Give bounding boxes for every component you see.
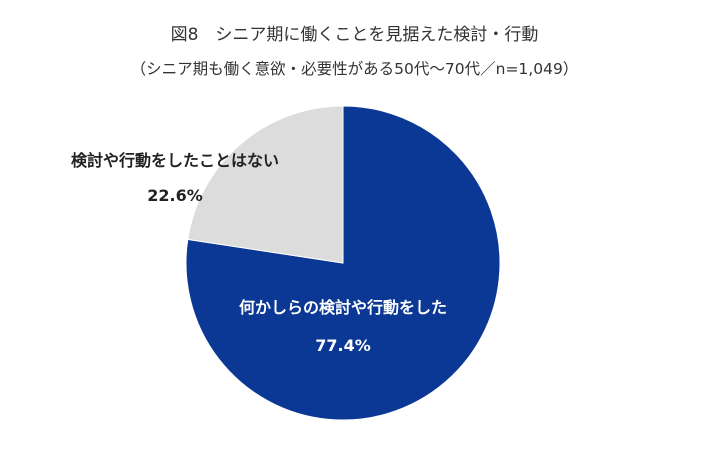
chart-title: 図8 シニア期に働くことを見据えた検討・行動: [170, 25, 539, 45]
slice-label-2: 検討や行動をしたことはない: [71, 151, 279, 170]
slice-label-1: 何かしらの検討や行動をした: [239, 298, 447, 317]
chart-subtitle: （シニア期も働く意欲・必要性がある50代～70代／n=1,049）: [130, 60, 579, 78]
pie-slice-2: [187, 105, 344, 264]
slice-value-1: 77.4%: [315, 336, 371, 355]
slice-value-2: 22.6%: [147, 186, 203, 205]
